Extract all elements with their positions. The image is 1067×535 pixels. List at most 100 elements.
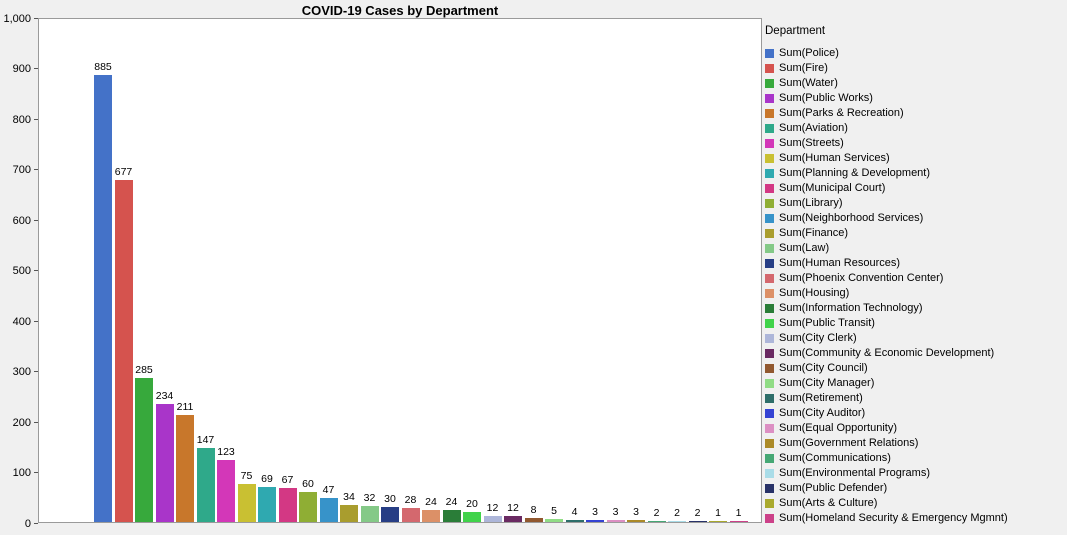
legend-item-fire[interactable]: Sum(Fire) bbox=[765, 61, 1065, 76]
legend-item-library[interactable]: Sum(Library) bbox=[765, 196, 1065, 211]
bar-value-label: 34 bbox=[343, 491, 355, 503]
legend-item-environmental-programs[interactable]: Sum(Environmental Programs) bbox=[765, 466, 1065, 481]
y-tick-label: 100 bbox=[12, 467, 31, 479]
legend-swatch bbox=[765, 109, 774, 118]
bar-public-defender[interactable] bbox=[688, 521, 707, 522]
bar-government-relations[interactable] bbox=[627, 520, 645, 522]
bar-human-services[interactable] bbox=[237, 484, 256, 522]
legend-swatch bbox=[765, 454, 774, 463]
legend-label: Sum(Law) bbox=[779, 242, 830, 254]
bar-value-label: 32 bbox=[363, 492, 376, 504]
legend-label: Sum(Homeland Security & Emergency Mgmnt) bbox=[779, 512, 1008, 524]
legend-item-community-economic-development[interactable]: Sum(Community & Economic Development) bbox=[765, 346, 1065, 361]
bar-city-clerk[interactable] bbox=[483, 516, 502, 522]
legend-item-city-clerk[interactable]: Sum(City Clerk) bbox=[765, 331, 1065, 346]
legend-item-parks-recreation[interactable]: Sum(Parks & Recreation) bbox=[765, 106, 1065, 121]
legend-item-finance[interactable]: Sum(Finance) bbox=[765, 226, 1065, 241]
bar-community-economic-development[interactable] bbox=[504, 516, 522, 522]
legend-item-homeland-security-emergency-mgmnt[interactable]: Sum(Homeland Security & Emergency Mgmnt) bbox=[765, 511, 1065, 526]
bar-streets[interactable] bbox=[217, 460, 235, 522]
legend-item-water[interactable]: Sum(Water) bbox=[765, 76, 1065, 91]
bar-environmental-programs[interactable] bbox=[668, 521, 686, 522]
legend-swatch bbox=[765, 79, 774, 88]
bar-human-resources[interactable] bbox=[381, 507, 399, 522]
y-tick-mark bbox=[34, 321, 38, 322]
legend-swatch bbox=[765, 124, 774, 133]
legend-item-communications[interactable]: Sum(Communications) bbox=[765, 451, 1065, 466]
bar-public-transit[interactable] bbox=[463, 512, 481, 522]
legend: Department Sum(Police) Sum(Fire) Sum(Water… bbox=[765, 24, 1065, 526]
legend-item-human-resources[interactable]: Sum(Human Resources) bbox=[765, 256, 1065, 271]
bar-information-technology[interactable] bbox=[442, 510, 461, 522]
legend-item-municipal-court[interactable]: Sum(Municipal Court) bbox=[765, 181, 1065, 196]
bar-value-label: 211 bbox=[176, 401, 194, 413]
bar-value-label: 60 bbox=[302, 478, 314, 490]
legend-item-public-transit[interactable]: Sum(Public Transit) bbox=[765, 316, 1065, 331]
y-tick-mark bbox=[34, 119, 38, 120]
legend-swatch bbox=[765, 214, 774, 223]
legend-item-public-defender[interactable]: Sum(Public Defender) bbox=[765, 481, 1065, 496]
bar-fire[interactable] bbox=[114, 180, 133, 522]
legend-item-law[interactable]: Sum(Law) bbox=[765, 241, 1065, 256]
bar-neighborhood-services[interactable] bbox=[319, 498, 338, 522]
bar-municipal-court[interactable] bbox=[278, 488, 297, 522]
legend-item-information-technology[interactable]: Sum(Information Technology) bbox=[765, 301, 1065, 316]
bar-value-label: 75 bbox=[240, 470, 253, 482]
bar-homeland-security-emergency-mgmnt[interactable] bbox=[729, 521, 748, 522]
bar-planning-development[interactable] bbox=[258, 487, 276, 522]
legend-item-housing[interactable]: Sum(Housing) bbox=[765, 286, 1065, 301]
bar-law[interactable] bbox=[360, 506, 379, 522]
legend-item-neighborhood-services[interactable]: Sum(Neighborhood Services) bbox=[765, 211, 1065, 226]
legend-swatch bbox=[765, 514, 774, 523]
bar-communications[interactable] bbox=[647, 521, 666, 522]
legend-item-city-council[interactable]: Sum(City Council) bbox=[765, 361, 1065, 376]
chart-title: COVID-19 Cases by Department bbox=[301, 3, 499, 18]
legend-item-public-works[interactable]: Sum(Public Works) bbox=[765, 91, 1065, 106]
legend-label: Sum(Phoenix Convention Center) bbox=[779, 272, 944, 284]
legend-item-streets[interactable]: Sum(Streets) bbox=[765, 136, 1065, 151]
legend-item-aviation[interactable]: Sum(Aviation) bbox=[765, 121, 1065, 136]
legend-title: Department bbox=[765, 25, 826, 37]
bar-retirement[interactable] bbox=[565, 520, 584, 522]
bar-water[interactable] bbox=[135, 378, 153, 522]
legend-label: Sum(Equal Opportunity) bbox=[779, 422, 897, 434]
legend-item-police[interactable]: Sum(Police) bbox=[765, 46, 1065, 61]
bar-finance[interactable] bbox=[340, 505, 358, 522]
y-tick-mark bbox=[34, 422, 38, 423]
bar-value-label: 12 bbox=[486, 502, 499, 514]
bar-arts-culture[interactable] bbox=[709, 521, 727, 522]
bar-value-label: 3 bbox=[592, 506, 598, 518]
legend-label: Sum(Government Relations) bbox=[779, 437, 919, 449]
legend-label: Sum(Environmental Programs) bbox=[779, 467, 930, 479]
bar-police[interactable] bbox=[94, 75, 112, 522]
bar-value-label: 30 bbox=[384, 493, 396, 505]
legend-item-government-relations[interactable]: Sum(Government Relations) bbox=[765, 436, 1065, 451]
y-tick-label: 500 bbox=[12, 265, 31, 277]
bar-value-label: 5 bbox=[551, 505, 557, 517]
bar-parks-recreation[interactable] bbox=[176, 415, 194, 522]
bar-public-works[interactable] bbox=[155, 404, 174, 522]
plot-area: 885 677 285 234 211 147 123 75 69 67 60 47 34 32 30 28 2… bbox=[38, 18, 762, 523]
legend-item-city-manager[interactable]: Sum(City Manager) bbox=[765, 376, 1065, 391]
bar-equal-opportunity[interactable] bbox=[606, 520, 625, 522]
bar-phoenix-convention-center[interactable] bbox=[401, 508, 420, 522]
legend-label: Sum(Human Resources) bbox=[779, 257, 901, 269]
legend-item-human-services[interactable]: Sum(Human Services) bbox=[765, 151, 1065, 166]
legend-item-retirement[interactable]: Sum(Retirement) bbox=[765, 391, 1065, 406]
legend-swatch bbox=[765, 364, 774, 373]
legend-item-city-auditor[interactable]: Sum(City Auditor) bbox=[765, 406, 1065, 421]
bar-library[interactable] bbox=[299, 492, 317, 522]
bar-aviation[interactable] bbox=[196, 448, 215, 522]
legend-item-planning-development[interactable]: Sum(Planning & Development) bbox=[765, 166, 1065, 181]
bar-city-council[interactable] bbox=[524, 518, 543, 522]
bar-housing[interactable] bbox=[422, 510, 440, 522]
y-tick-label: 600 bbox=[12, 215, 31, 227]
legend-item-equal-opportunity[interactable]: Sum(Equal Opportunity) bbox=[765, 421, 1065, 436]
bar-value-label: 885 bbox=[94, 61, 112, 73]
legend-item-phoenix-convention-center[interactable]: Sum(Phoenix Convention Center) bbox=[765, 271, 1065, 286]
bar-city-auditor[interactable] bbox=[586, 520, 604, 522]
y-tick-label: 800 bbox=[12, 114, 31, 126]
legend-swatch bbox=[765, 139, 774, 148]
bar-city-manager[interactable] bbox=[545, 519, 563, 522]
legend-item-arts-culture[interactable]: Sum(Arts & Culture) bbox=[765, 496, 1065, 511]
